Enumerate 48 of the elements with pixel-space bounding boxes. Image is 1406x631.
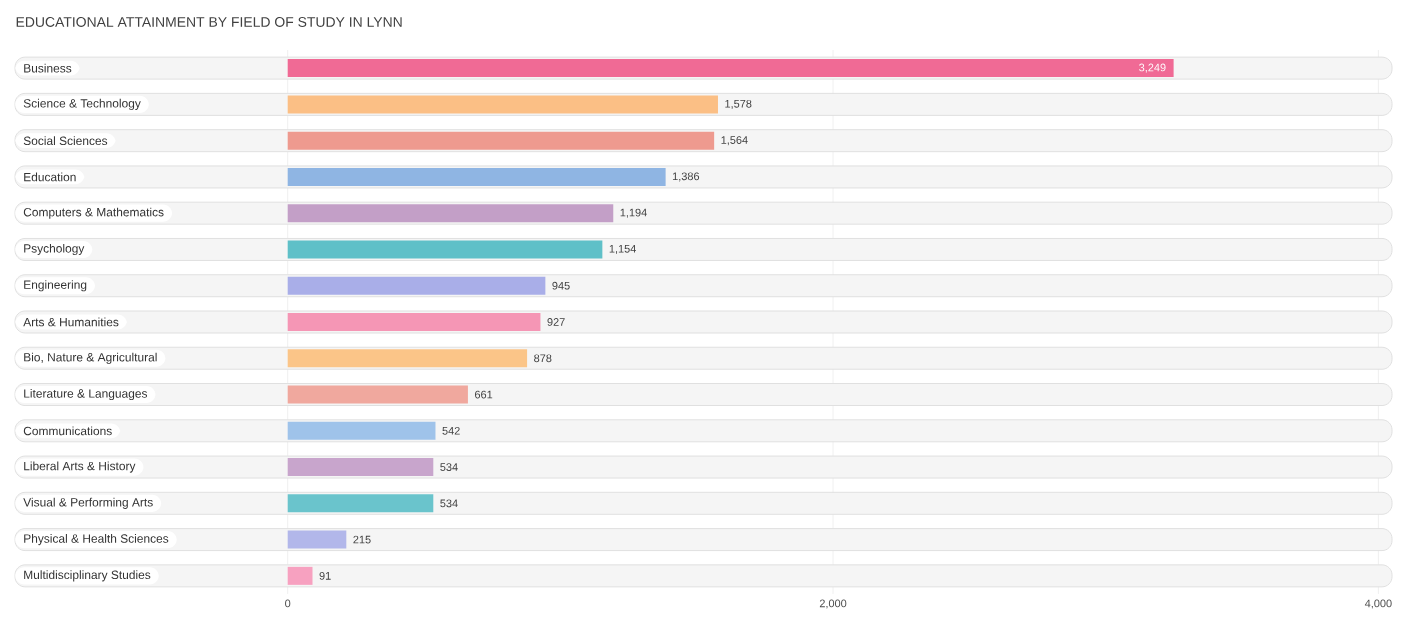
- chart-title: EDUCATIONAL ATTAINMENT BY FIELD OF STUDY IN LYNN: [16, 17, 402, 27]
- data-label: 878: [534, 354, 552, 363]
- data-label: 1,194: [620, 208, 647, 218]
- y-tick-label: Arts & Humanities: [23, 317, 119, 327]
- y-tick-label: Education: [24, 172, 76, 182]
- bar: [287, 421, 436, 440]
- bar: [287, 131, 715, 150]
- data-label: 534: [440, 463, 458, 471]
- x-tick-label: 0: [285, 599, 291, 608]
- data-label: 1,386: [672, 172, 700, 182]
- y-tick-label: Liberal Arts & History: [24, 461, 136, 473]
- bar: [287, 276, 546, 295]
- data-label: 215: [353, 535, 371, 544]
- y-tick-label: Visual & Performing Arts: [23, 497, 153, 509]
- data-label: 542: [442, 426, 460, 435]
- y-tick-label: Bio, Nature & Agricultural: [24, 352, 157, 364]
- data-label: 927: [547, 318, 565, 326]
- x-tick-label: 4,000: [1364, 599, 1392, 609]
- y-tick-label: Computers & Mathematics: [23, 207, 164, 219]
- y-tick-label: Science & Technology: [23, 98, 141, 110]
- bar: [287, 204, 614, 223]
- bar: [287, 167, 666, 186]
- data-label: 1,154: [609, 245, 636, 254]
- bar: [287, 240, 603, 259]
- data-label: 1,578: [725, 99, 752, 109]
- data-label: 1,564: [721, 136, 748, 146]
- y-tick-label: Physical & Health Sciences: [24, 534, 169, 546]
- y-tick-label: Social Sciences: [23, 136, 108, 146]
- bar: [287, 458, 434, 477]
- data-label: 534: [440, 499, 458, 508]
- y-tick-label: Literature & Languages: [24, 388, 148, 401]
- data-label: 661: [475, 390, 493, 399]
- x-tick-label: 2,000: [819, 599, 847, 609]
- bar: [287, 95, 718, 114]
- y-tick-label: Psychology: [24, 243, 85, 256]
- y-tick-label: Business: [24, 63, 72, 73]
- bar: [287, 385, 468, 404]
- bar: [287, 349, 528, 368]
- bar: [287, 530, 347, 549]
- y-tick-label: Engineering: [24, 280, 87, 292]
- bar: [287, 312, 541, 331]
- y-tick-label: Communications: [23, 426, 112, 436]
- bar: [287, 566, 313, 585]
- data-label: 91: [319, 571, 331, 580]
- bar: [287, 494, 434, 513]
- data-label: 945: [552, 281, 570, 290]
- data-label: 3,249: [1139, 63, 1166, 73]
- y-tick-label: Multidisciplinary Studies: [24, 570, 151, 582]
